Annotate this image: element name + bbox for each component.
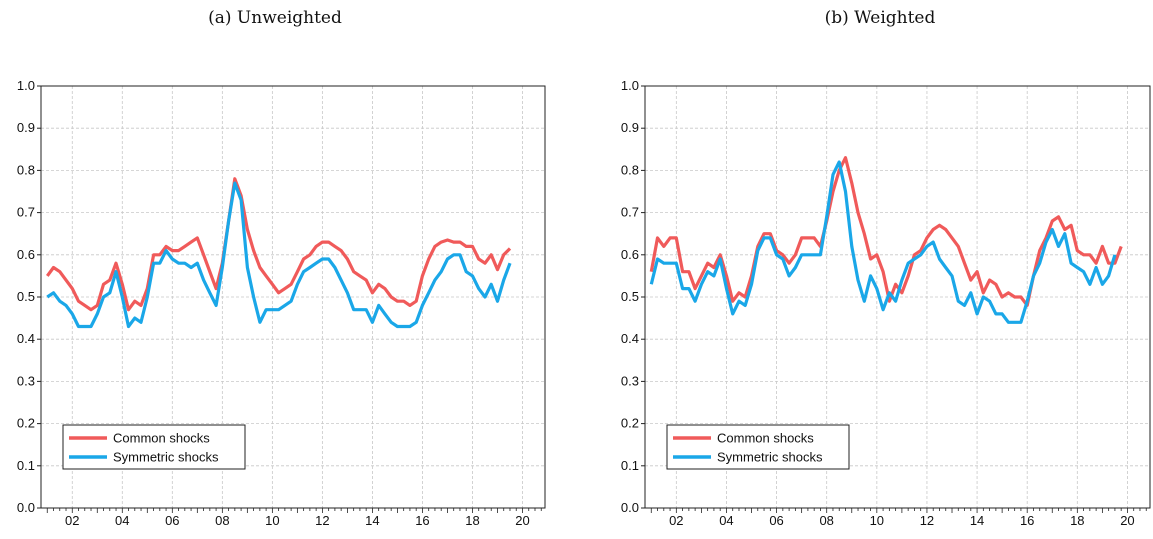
x-tick-label: 08	[819, 513, 833, 528]
y-tick-label: 1.0	[621, 78, 639, 93]
x-tick-label: 08	[215, 513, 229, 528]
x-tick-label: 14	[365, 513, 379, 528]
x-tick-label: 16	[1020, 513, 1034, 528]
series-line-symmetric	[46, 181, 512, 329]
x-tick-label: 20	[1120, 513, 1134, 528]
legend: Common shocks Symmetric shocks	[62, 424, 246, 470]
y-tick-label: 0.9	[17, 120, 35, 135]
y-tick-label: 0.3	[621, 373, 639, 388]
y-tick-label: 0.4	[621, 331, 639, 346]
y-tick-label: 0.1	[621, 458, 639, 473]
panel-title-unweighted: (a) Unweighted	[208, 8, 342, 28]
panel-title-weighted: (b) Weighted	[825, 8, 936, 28]
x-tick-label: 02	[65, 513, 79, 528]
series-line-symmetric	[649, 160, 1117, 324]
panel-unweighted: (a) Unweighted 0.00.10.20.30.40.50.60.70…	[17, 8, 546, 528]
x-tick-label: 04	[115, 513, 129, 528]
y-tick-label: 0.0	[17, 500, 35, 515]
y-tick-label: 0.6	[17, 247, 35, 262]
grid	[645, 86, 1150, 508]
y-tick-label: 0.7	[17, 205, 35, 220]
y-tick-label: 0.8	[621, 162, 639, 177]
x-tick-label: 20	[515, 513, 529, 528]
y-tick-label: 0.3	[17, 373, 35, 388]
legend-label-symmetric: Symmetric shocks	[113, 450, 219, 465]
grid	[41, 86, 545, 508]
y-tick-label: 0.2	[17, 416, 35, 431]
series-lines	[649, 156, 1123, 324]
y-tick-label: 0.2	[621, 416, 639, 431]
axes: 0.0 0.1 0.2 0.3 0.4 0.5 0.6 0.7 0.8 0.9 1.0 02 04 06 0…	[17, 78, 542, 528]
x-tick-label: 06	[769, 513, 783, 528]
y-tick-label: 0.9	[621, 120, 639, 135]
axes: 0.0 0.1 0.2 0.3 0.4 0.5 0.6 0.7 0.8 0.9 1.0 02 04 06 0…	[621, 78, 1147, 528]
y-tick-label: 0.1	[17, 458, 35, 473]
y-tick-label: 0.0	[621, 500, 639, 515]
y-tick-label: 0.7	[621, 205, 639, 220]
x-tick-label: 12	[315, 513, 329, 528]
y-tick-label: 0.5	[17, 289, 35, 304]
x-tick-label: 04	[719, 513, 733, 528]
legend-label-common: Common shocks	[717, 431, 814, 446]
y-tick-label: 1.0	[17, 78, 35, 93]
x-tick-label: 16	[415, 513, 429, 528]
x-tick-label: 10	[870, 513, 884, 528]
legend-label-common: Common shocks	[113, 431, 210, 446]
panel-weighted: (b) Weighted 0.0 0.1 0.2 0.3 0.4 0.5 0.6 0.7 0.8…	[621, 8, 1151, 528]
x-tick-label: 14	[970, 513, 984, 528]
x-tick-label: 18	[1070, 513, 1084, 528]
legend-box	[62, 424, 246, 470]
x-tick-label: 12	[920, 513, 934, 528]
x-tick-label: 10	[265, 513, 279, 528]
x-tick-label: 02	[669, 513, 683, 528]
series-line-common	[649, 156, 1123, 307]
y-tick-label: 0.5	[621, 289, 639, 304]
legend: Common shocks Symmetric shocks	[666, 424, 850, 470]
series-lines	[46, 177, 512, 329]
legend-box	[666, 424, 850, 470]
legend-label-symmetric: Symmetric shocks	[717, 450, 823, 465]
series-line-common	[46, 177, 512, 312]
y-tick-label: 0.6	[621, 247, 639, 262]
y-tick-label: 0.4	[17, 331, 35, 346]
x-tick-label: 06	[165, 513, 179, 528]
x-tick-label: 18	[465, 513, 479, 528]
y-tick-label: 0.8	[17, 162, 35, 177]
